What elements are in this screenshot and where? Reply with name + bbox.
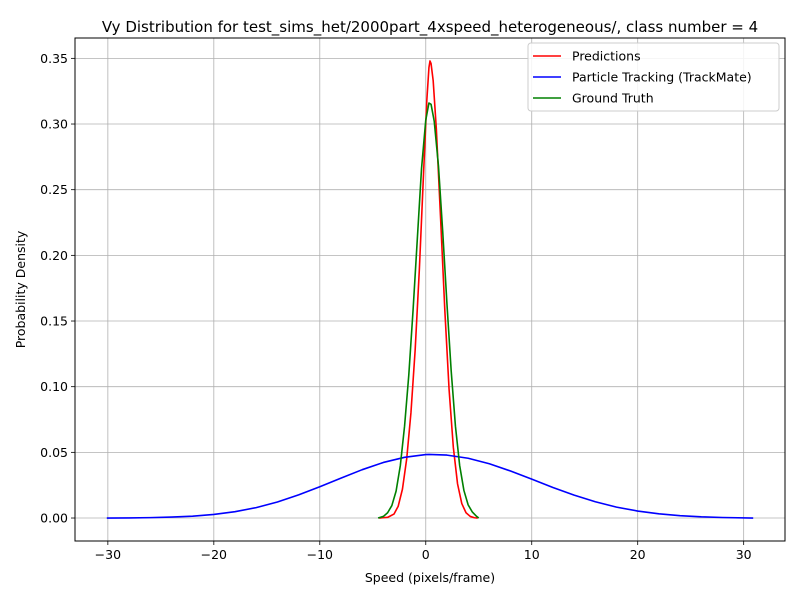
legend-label: Predictions: [572, 49, 641, 64]
series-line-0: [379, 60, 478, 519]
x-tick-label: −30: [95, 547, 121, 562]
series-layer: [106, 60, 754, 519]
y-tick-label: 0.20: [40, 248, 68, 263]
x-tick-label: −20: [201, 547, 227, 562]
y-tick-label: 0.15: [40, 314, 68, 329]
x-axis-label: Speed (pixels/frame): [365, 570, 495, 585]
legend: Predictions Particle Tracking (TrackMate)…: [527, 42, 780, 112]
y-tick-label: 0.00: [40, 511, 68, 526]
x-tick-label: −10: [307, 547, 333, 562]
legend-box: [527, 42, 780, 112]
x-tick-label: 10: [524, 547, 540, 562]
chart-title: Vy Distribution for test_sims_het/2000pa…: [102, 18, 758, 37]
series-line-1: [106, 453, 754, 519]
y-tick-label: 0.10: [40, 379, 68, 394]
legend-label: Particle Tracking (TrackMate): [572, 70, 752, 85]
y-axis-label: Probability Density: [13, 230, 28, 348]
y-tick-label: 0.25: [40, 182, 68, 197]
x-tick-label: 30: [736, 547, 752, 562]
y-tick-label: 0.35: [40, 51, 68, 66]
grid: [75, 38, 785, 541]
x-tick-label: 20: [630, 547, 646, 562]
y-tick-label: 0.05: [40, 445, 68, 460]
legend-label: Ground Truth: [572, 91, 654, 106]
y-tick-label: 0.30: [40, 117, 68, 132]
x-tick-label: 0: [422, 547, 430, 562]
ticks: −30 −20 −10 0 10 20 30 0.00 0.05 0.10 0.15 0.20 0.25…: [40, 51, 752, 562]
plot-frame: [74, 37, 786, 542]
series-line-2: [377, 102, 480, 519]
